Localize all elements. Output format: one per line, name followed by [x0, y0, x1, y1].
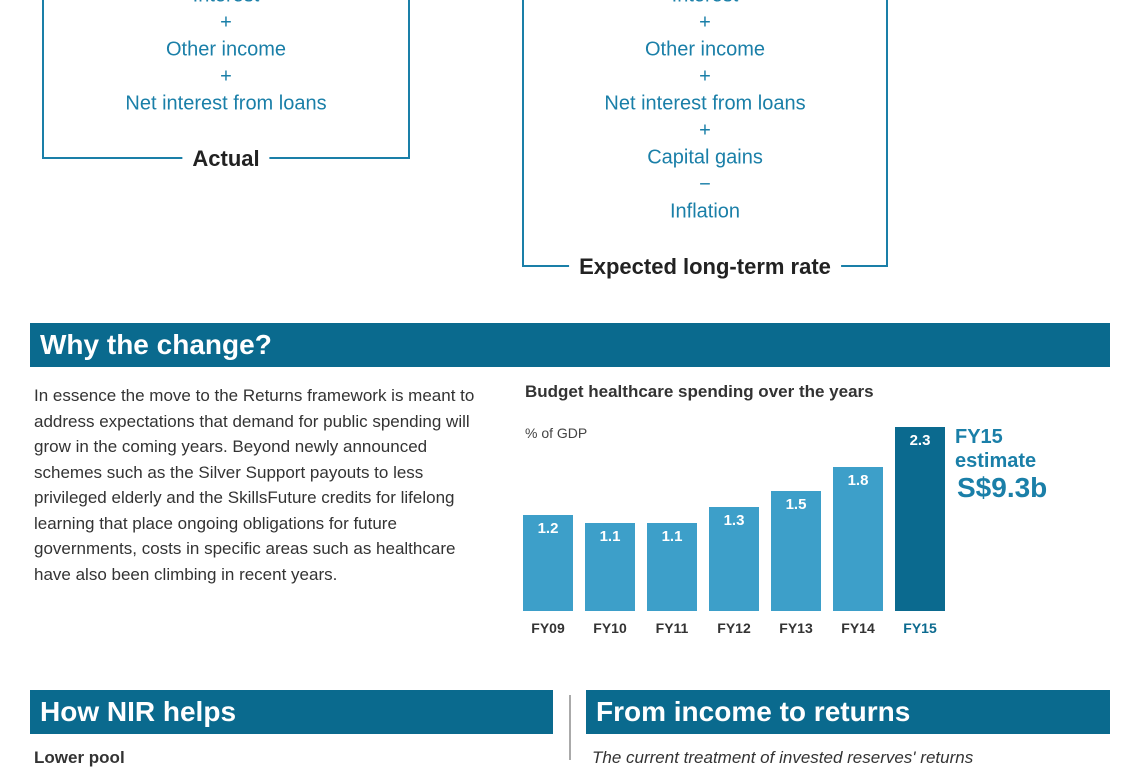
paragraph: The current treatment of invested reserv… — [592, 748, 974, 767]
bar — [709, 507, 759, 611]
bar — [771, 491, 821, 611]
x-tick-label: FY12 — [717, 620, 751, 636]
bar — [647, 523, 697, 611]
formula-item: Other income — [165, 38, 287, 61]
formula-item: + — [220, 11, 232, 34]
formula-item: + — [699, 119, 711, 142]
formula-item: Capital gains — [647, 146, 763, 169]
annotation-box: FY15 estimate — [955, 426, 1037, 472]
formula-label: Actual — [182, 146, 270, 172]
formula-area: Interest + Other income + Net interest from … — [0, 0, 1140, 300]
section-heading: Why the change? — [30, 323, 1110, 367]
value-label: 1.8 — [848, 472, 869, 489]
value-label: 1.5 — [786, 496, 807, 513]
formula-item: Interest — [672, 0, 739, 8]
formula-item: + — [699, 11, 711, 34]
chart-title: Budget healthcare spending over the year… — [525, 382, 874, 401]
formula-item: − — [699, 173, 711, 196]
value-label: 2.3 — [910, 432, 931, 449]
divider — [569, 695, 571, 760]
value-label: 1.3 — [724, 512, 745, 529]
value-label: 1.1 — [600, 528, 621, 545]
x-tick-label: FY10 — [593, 620, 627, 636]
bar — [585, 523, 635, 611]
unit-label: % of GDP — [525, 425, 587, 441]
formula-item: Net interest from loans — [125, 92, 327, 115]
formula-label: Expected long-term rate — [569, 254, 841, 280]
formula-item: Net interest from loans — [604, 92, 806, 115]
bar — [833, 467, 883, 611]
formula-item: Inflation — [669, 200, 741, 223]
subheading: Lower pool — [34, 748, 125, 767]
formula-item: Other income — [644, 38, 766, 61]
bar — [523, 515, 573, 611]
x-tick-label: FY09 — [531, 620, 565, 636]
section-heading: How NIR helps — [30, 690, 553, 734]
formula-item: Interest — [193, 0, 260, 8]
formula-item: + — [699, 65, 711, 88]
formula-item: + — [220, 65, 232, 88]
bar — [895, 427, 945, 611]
x-tick-label: FY11 — [656, 620, 689, 636]
annotation: FY15 estimate — [955, 426, 1037, 472]
annotation-value: S$9.3b — [957, 472, 1047, 503]
paragraph: In essence the move to the Returns frame… — [34, 386, 475, 584]
x-tick-label: FY13 — [779, 620, 813, 636]
x-tick-label: FY15 — [903, 620, 937, 636]
x-tick-label: FY14 — [841, 620, 875, 636]
value-label: 1.2 — [538, 520, 559, 537]
value-label: 1.1 — [662, 528, 683, 545]
section-heading: From income to returns — [586, 690, 1110, 734]
chart: Budget healthcare spending over the year… — [523, 382, 1047, 636]
